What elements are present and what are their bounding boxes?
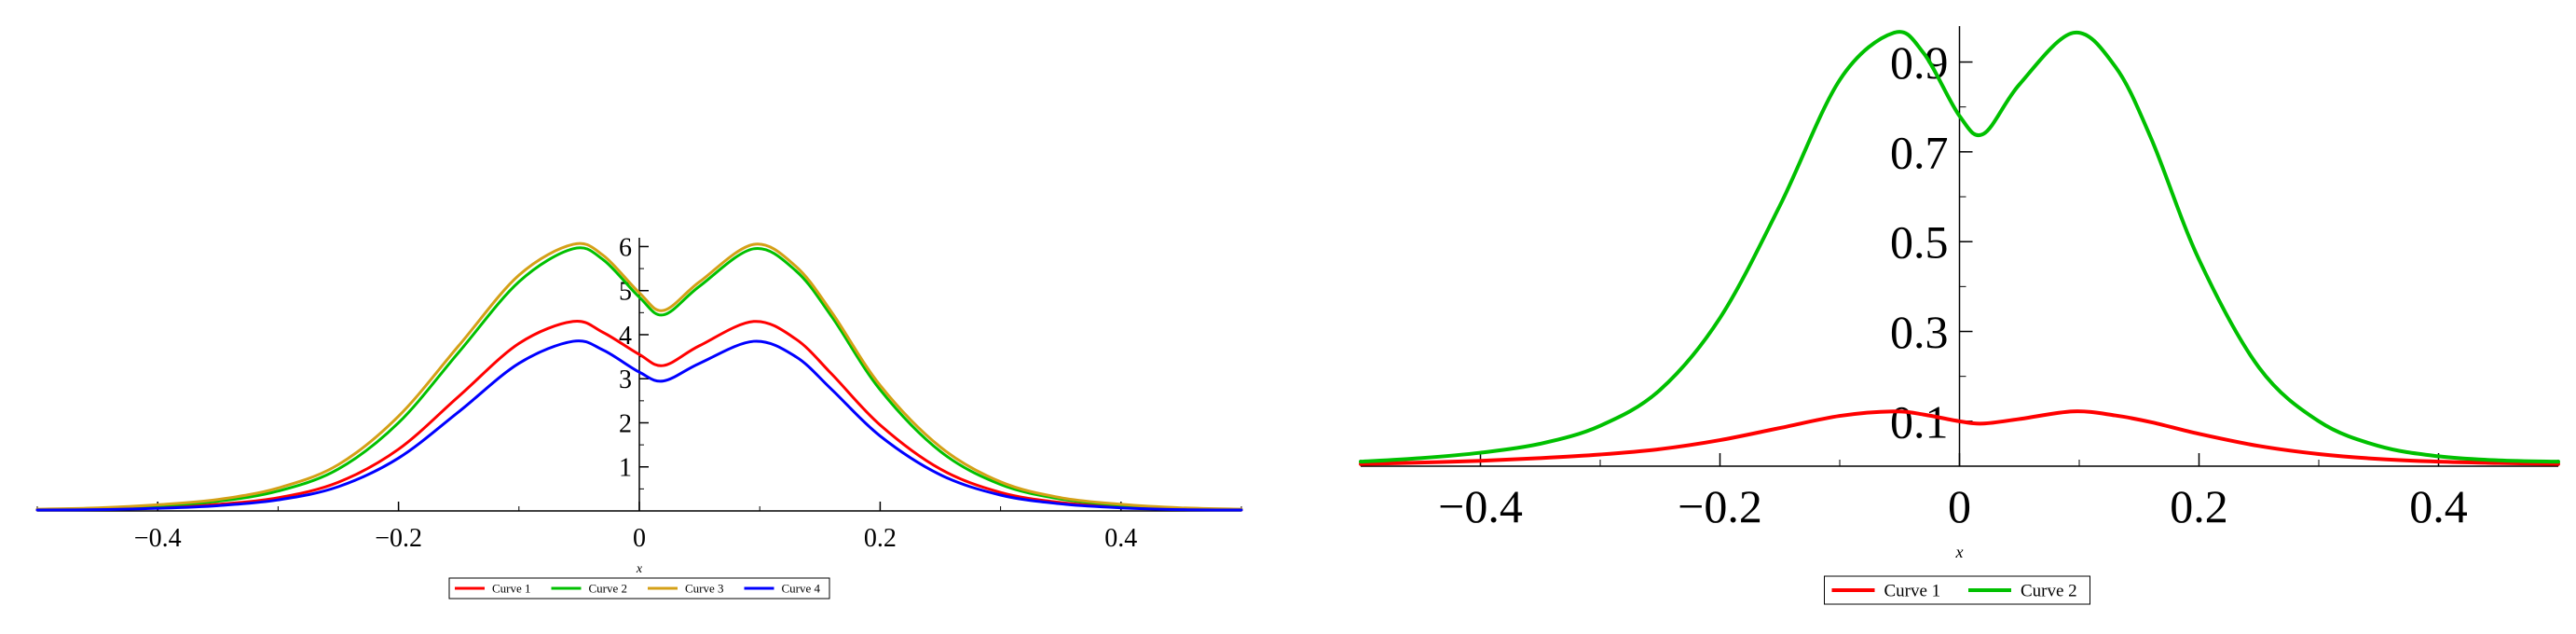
y-tick-label: 2: [619, 409, 632, 438]
legend-label: Curve 1: [1884, 582, 1941, 601]
y-tick-label: 0.5: [1890, 216, 1949, 269]
x-tick-label: 0: [1948, 480, 1971, 532]
y-tick-label: 1: [619, 454, 632, 483]
legend: Curve 1 Curve 2 Curve 3 Curve 4: [448, 577, 830, 600]
series-line-4: [35, 339, 1243, 512]
x-tick-label: −0.2: [375, 524, 422, 553]
x-axis-title: x: [636, 562, 643, 576]
legend-label: Curve 2: [589, 582, 628, 596]
legend-label: Curve 4: [782, 582, 821, 596]
legend: Curve 1 Curve 2: [1824, 575, 2090, 605]
legend-label: Curve 1: [492, 582, 531, 596]
y-tick-label: 3: [619, 365, 632, 394]
series-line-3: [35, 241, 1243, 511]
legend-box: [448, 577, 830, 600]
y-tick-label: 6: [619, 233, 632, 262]
series-line-2: [35, 246, 1243, 512]
x-tick-label: 0.2: [864, 524, 897, 553]
series-line-1: [35, 319, 1243, 512]
y-tick-label: 0.7: [1890, 126, 1949, 178]
series-line-2: [1359, 30, 2560, 464]
legend-label: Curve 3: [685, 582, 724, 596]
y-tick-label: 0.3: [1890, 306, 1949, 358]
x-axis-title: x: [1955, 543, 1964, 561]
x-tick-label: 0: [633, 524, 646, 553]
x-tick-label: 0.4: [2409, 480, 2468, 532]
legend-label: Curve 2: [2021, 582, 2077, 601]
y-tick-label: 0.1: [1890, 395, 1949, 448]
x-tick-label: 0.2: [2170, 480, 2228, 532]
x-tick-label: −0.2: [1678, 480, 1762, 532]
x-tick-label: 0.4: [1104, 524, 1137, 553]
x-tick-label: −0.4: [1438, 480, 1523, 532]
x-tick-label: −0.4: [134, 524, 182, 553]
series-line-1: [1359, 409, 2560, 466]
